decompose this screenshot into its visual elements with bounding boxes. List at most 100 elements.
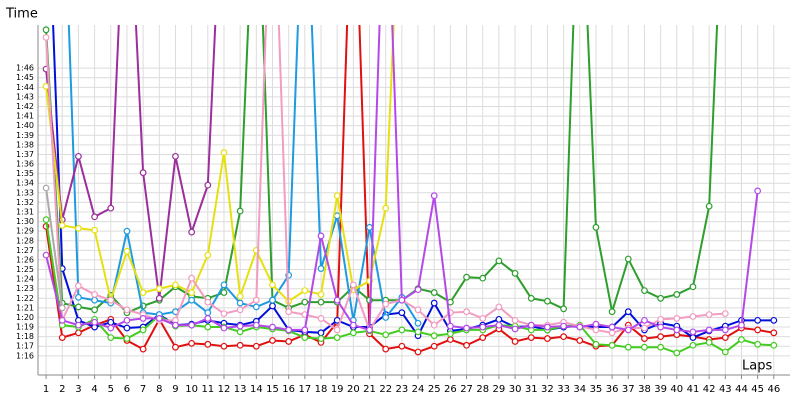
x-tick-label: 22	[379, 384, 392, 395]
point	[592, 326, 600, 334]
x-tick-label: 32	[541, 384, 554, 395]
x-tick-label: 16	[282, 384, 295, 395]
point	[155, 285, 163, 293]
y-tick-label: 1:16	[16, 351, 34, 360]
y-tick-label: 1:43	[16, 92, 34, 101]
point	[301, 334, 309, 342]
point	[382, 204, 390, 212]
point	[705, 338, 713, 346]
point	[155, 315, 163, 322]
point	[220, 310, 228, 318]
point	[42, 216, 50, 224]
point	[414, 348, 422, 356]
point	[463, 341, 470, 349]
y-tick-label: 1:28	[16, 236, 34, 245]
y-tick-label: 1:18	[16, 332, 34, 341]
y-tick-label: 1:23	[16, 284, 34, 293]
x-tick-label: 9	[172, 384, 178, 395]
series-line	[45, 187, 64, 309]
point	[188, 228, 196, 236]
point	[689, 341, 697, 349]
point	[204, 323, 212, 331]
point	[689, 283, 697, 291]
point	[301, 287, 309, 295]
point	[317, 335, 325, 342]
point	[204, 309, 212, 317]
point	[479, 334, 487, 342]
point	[188, 289, 196, 296]
x-tick-label: 14	[250, 384, 263, 395]
x-tick-label: 34	[573, 384, 586, 395]
point	[58, 316, 66, 324]
point	[42, 184, 50, 192]
point	[624, 343, 632, 351]
point	[75, 329, 82, 337]
point	[738, 321, 745, 329]
point	[673, 315, 681, 322]
y-tick-label: 1:26	[16, 255, 34, 264]
y-tick-label: 1:22	[16, 294, 34, 303]
point	[269, 296, 276, 304]
point	[75, 152, 82, 160]
x-tick-label: 12	[218, 384, 231, 395]
point	[172, 321, 179, 329]
y-tick-label: 1:36	[16, 160, 34, 169]
point	[317, 232, 325, 240]
point	[446, 330, 454, 338]
point	[107, 296, 115, 304]
x-tick-label: 39	[654, 384, 667, 395]
y-tick-label: 1:40	[16, 121, 34, 130]
point	[252, 303, 260, 311]
x-tick-label: 29	[493, 384, 506, 395]
point	[446, 336, 454, 343]
point	[463, 324, 470, 332]
point	[592, 223, 600, 231]
point	[333, 326, 341, 334]
point	[252, 296, 260, 304]
point	[236, 299, 244, 307]
x-tick-label: 41	[687, 384, 700, 395]
y-tick-label: 1:35	[16, 169, 34, 178]
y-tick-label: 1:38	[16, 140, 34, 149]
point	[123, 335, 131, 342]
point	[349, 281, 357, 289]
point	[398, 326, 406, 334]
point	[576, 337, 584, 344]
point	[479, 274, 487, 282]
y-tick-label: 1:29	[16, 227, 34, 236]
point	[689, 328, 697, 336]
point	[479, 323, 487, 331]
point	[139, 169, 147, 177]
x-tick-label: 1	[43, 384, 49, 395]
point	[657, 294, 665, 302]
x-tick-label: 17	[298, 384, 311, 395]
point	[366, 326, 373, 334]
point	[624, 326, 632, 334]
point	[544, 297, 551, 305]
x-tick-label: 33	[557, 384, 570, 395]
point	[624, 308, 632, 316]
x-tick-label: 27	[460, 384, 473, 395]
point	[42, 251, 50, 259]
point	[544, 323, 551, 331]
point	[608, 341, 616, 349]
x-tick-label: 20	[347, 384, 360, 395]
point	[479, 315, 487, 322]
point	[236, 306, 244, 314]
point	[382, 331, 390, 339]
point	[220, 289, 228, 296]
point	[42, 26, 50, 34]
point	[657, 333, 665, 341]
point	[770, 329, 778, 337]
y-tick-label: 1:30	[16, 217, 34, 226]
x-tick-label: 18	[315, 384, 328, 395]
point	[220, 149, 228, 156]
point	[75, 282, 82, 290]
x-tick-label: 36	[606, 384, 619, 395]
point	[204, 315, 212, 322]
point	[770, 316, 778, 324]
point	[285, 338, 293, 345]
point	[495, 315, 503, 323]
point	[641, 287, 648, 295]
